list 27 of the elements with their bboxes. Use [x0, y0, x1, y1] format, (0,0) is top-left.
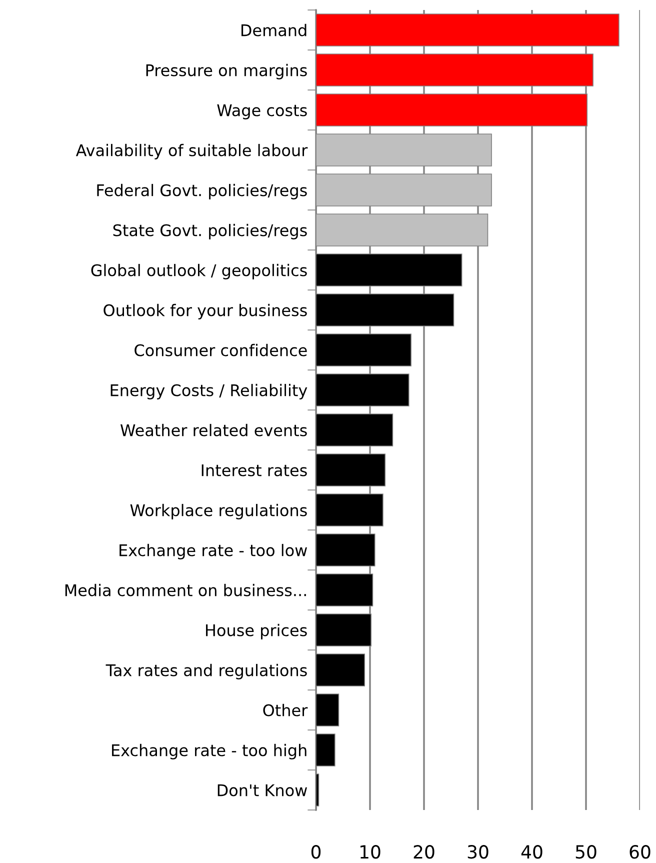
x-tick-label: 40: [521, 845, 542, 859]
y-tick-label: Consumer confidence: [134, 344, 307, 356]
y-tick-label: Exchange rate - too low: [120, 544, 307, 560]
x-tick-label: 20: [414, 845, 434, 859]
y-tick-label: Global outlook / geopolitics: [91, 264, 307, 280]
y-tick-label: Outlook for your business: [104, 304, 307, 320]
y-tick-label: Demand: [242, 24, 306, 36]
y-tick-label: House prices: [206, 624, 307, 640]
y-tick-label: Exchange rate - too high: [112, 744, 306, 760]
y-tick-label: Weather related events: [120, 424, 307, 436]
y-tick-label: Tax rates and regulations: [106, 664, 307, 680]
y-tick-label: Energy Costs / Reliability: [110, 384, 308, 400]
x-tick-label: 50: [576, 845, 596, 859]
y-tick-label: Workplace regulations: [130, 504, 307, 520]
y-tick-label: Other: [263, 704, 308, 716]
y-tick-label: State Govt. policies/regs: [113, 224, 307, 240]
x-tick-label: 10: [360, 845, 380, 859]
y-tick-label: Interest rates: [202, 464, 307, 476]
y-tick-label: Don't Know: [218, 784, 307, 796]
x-tick-label: 30: [468, 845, 488, 859]
y-tick-label: Wage costs: [217, 104, 307, 120]
y-tick-label: Federal Govt. policies/regs: [97, 184, 307, 200]
x-tick-label: 60: [630, 845, 650, 859]
y-tick-label: Media comment on business...: [65, 584, 306, 596]
y-tick-label: Availability of suitable labour: [76, 144, 308, 160]
y-tick-label: Pressure on margins: [146, 64, 307, 80]
x-tick-label: 0: [311, 845, 321, 859]
